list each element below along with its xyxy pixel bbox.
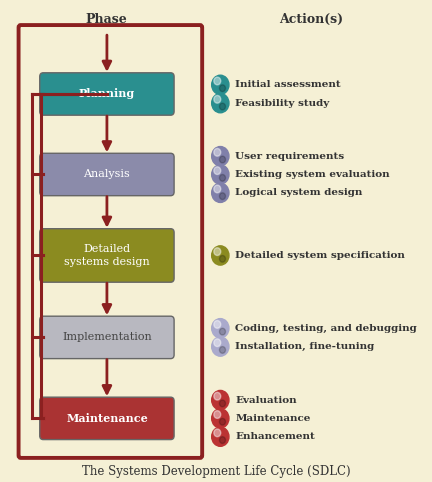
Circle shape <box>219 400 226 407</box>
Circle shape <box>219 103 226 110</box>
FancyBboxPatch shape <box>40 316 174 359</box>
Text: Detailed system specification: Detailed system specification <box>235 251 405 260</box>
Circle shape <box>214 148 221 156</box>
Text: Phase: Phase <box>85 13 127 26</box>
Text: Enhancement: Enhancement <box>235 432 315 441</box>
Text: Logical system design: Logical system design <box>235 188 363 197</box>
Circle shape <box>219 156 226 163</box>
Circle shape <box>219 437 226 443</box>
Text: Detailed
systems design: Detailed systems design <box>64 244 150 267</box>
Text: User requirements: User requirements <box>235 152 345 161</box>
Circle shape <box>212 337 229 356</box>
FancyBboxPatch shape <box>40 73 174 115</box>
Circle shape <box>212 183 229 202</box>
Text: The Systems Development Life Cycle (SDLC): The Systems Development Life Cycle (SDLC… <box>82 465 350 478</box>
Text: Maintenance: Maintenance <box>66 413 148 424</box>
Circle shape <box>214 321 221 328</box>
Text: Initial assessment: Initial assessment <box>235 80 341 89</box>
Circle shape <box>214 167 221 174</box>
Text: Analysis: Analysis <box>83 170 130 179</box>
FancyBboxPatch shape <box>40 397 174 440</box>
Circle shape <box>219 255 226 262</box>
Circle shape <box>219 418 226 425</box>
Circle shape <box>219 174 226 181</box>
Text: Planning: Planning <box>79 89 135 99</box>
Circle shape <box>212 165 229 184</box>
Circle shape <box>212 409 229 428</box>
Text: Feasibility study: Feasibility study <box>235 99 330 107</box>
Text: Implementation: Implementation <box>62 333 152 342</box>
Circle shape <box>212 319 229 338</box>
Text: Maintenance: Maintenance <box>235 414 311 423</box>
Circle shape <box>219 347 226 353</box>
Circle shape <box>214 392 221 400</box>
Circle shape <box>219 85 226 92</box>
Circle shape <box>214 77 221 85</box>
Text: Installation, fine-tuning: Installation, fine-tuning <box>235 342 375 351</box>
Circle shape <box>214 429 221 437</box>
Circle shape <box>214 95 221 103</box>
Text: Evaluation: Evaluation <box>235 396 297 404</box>
Text: Coding, testing, and debugging: Coding, testing, and debugging <box>235 324 417 333</box>
Circle shape <box>212 147 229 166</box>
Text: Action(s): Action(s) <box>279 13 343 26</box>
Circle shape <box>219 328 226 335</box>
Circle shape <box>212 390 229 410</box>
Circle shape <box>214 248 221 255</box>
Circle shape <box>219 193 226 200</box>
Circle shape <box>212 427 229 446</box>
Circle shape <box>214 411 221 418</box>
Circle shape <box>212 246 229 265</box>
Circle shape <box>212 94 229 113</box>
FancyBboxPatch shape <box>40 229 174 282</box>
Circle shape <box>214 185 221 193</box>
Text: Existing system evaluation: Existing system evaluation <box>235 170 390 179</box>
Circle shape <box>214 339 221 347</box>
FancyBboxPatch shape <box>40 153 174 196</box>
Circle shape <box>212 75 229 94</box>
